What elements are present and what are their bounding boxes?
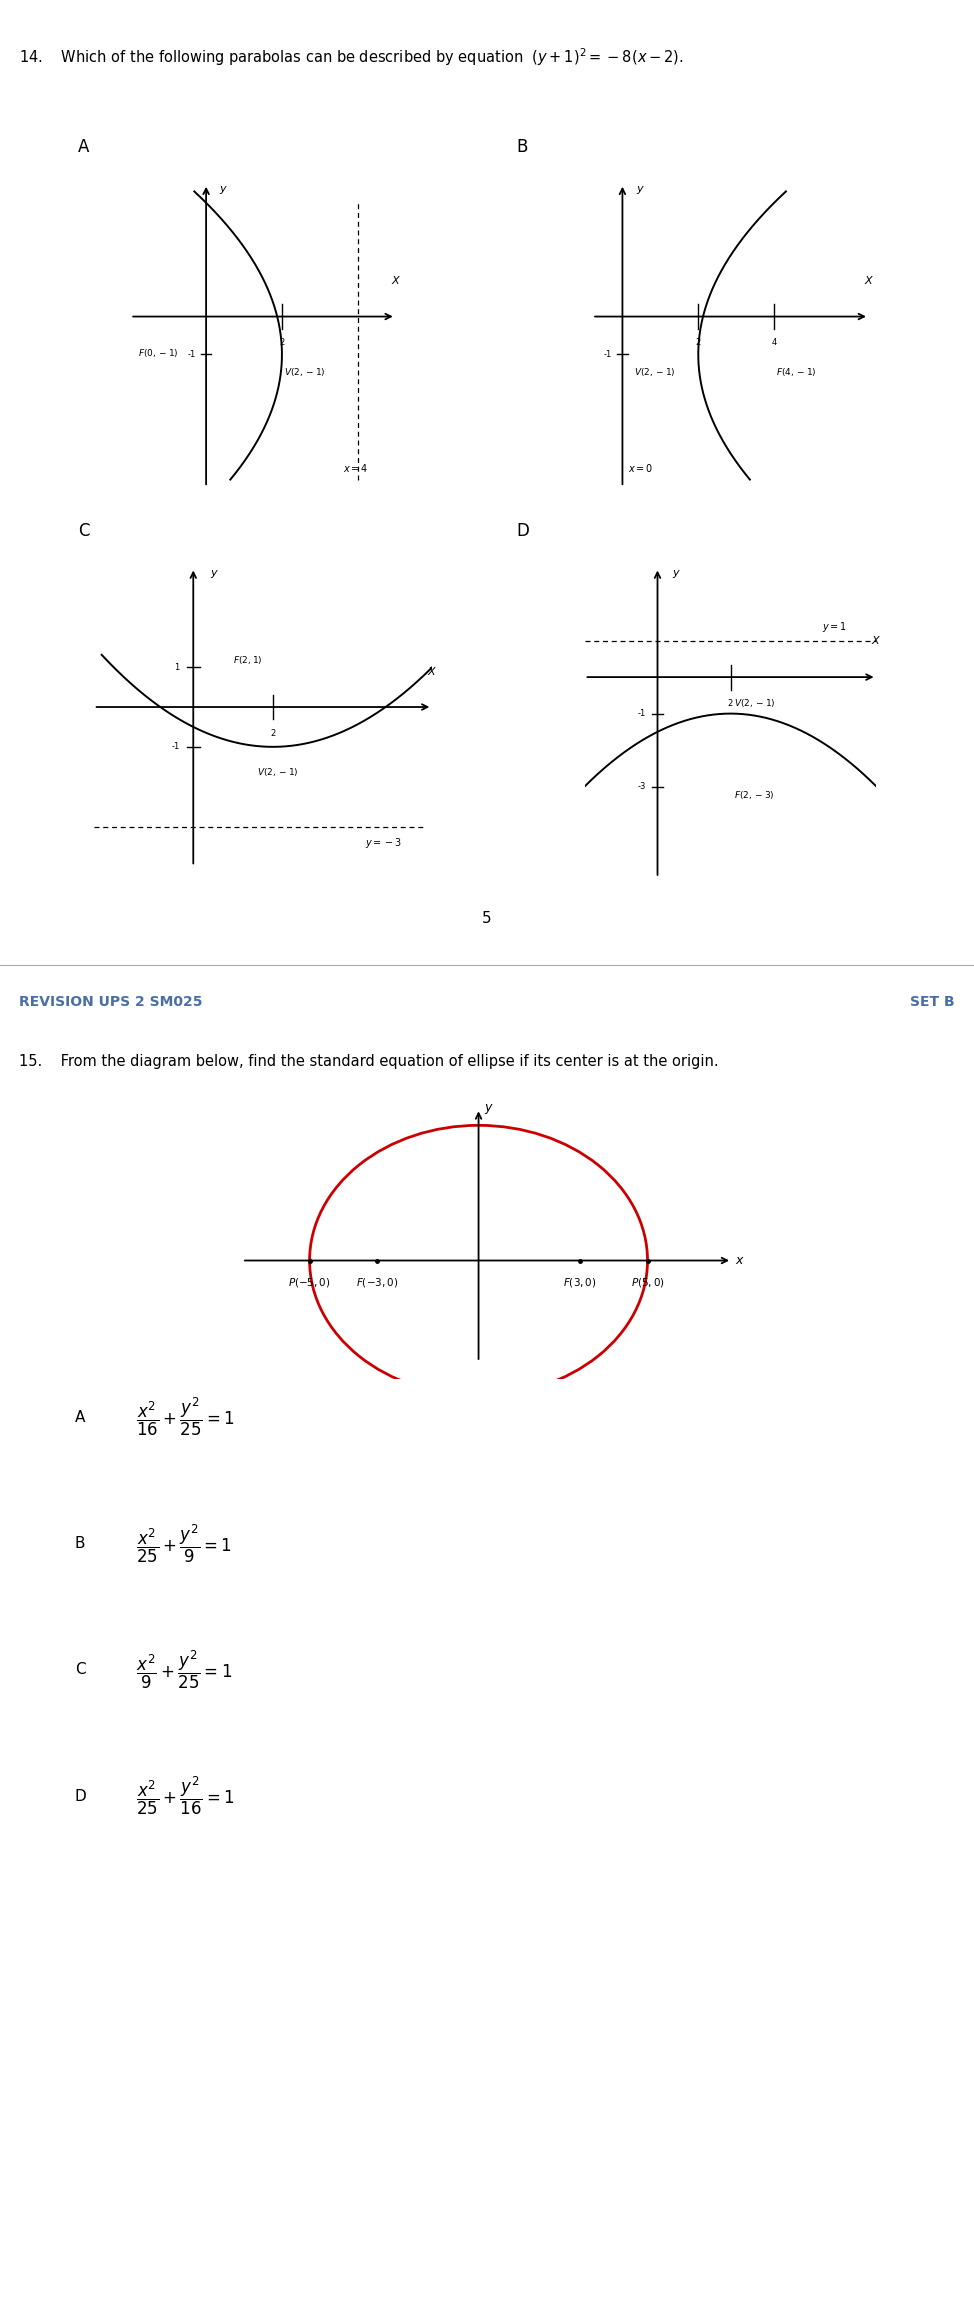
Text: $x=4$: $x=4$ (343, 462, 368, 473)
Text: 14.    Which of the following parabolas can be described by equation  $(y+1)^2 =: 14. Which of the following parabolas can… (19, 46, 684, 69)
Text: D: D (516, 522, 529, 540)
Text: -3: -3 (637, 781, 646, 791)
Text: $\it{X}$: $\it{X}$ (428, 664, 437, 678)
Text: A: A (78, 138, 90, 156)
Text: $F(-3,0)$: $F(-3,0)$ (356, 1275, 398, 1289)
Text: B: B (516, 138, 528, 156)
Text: $y$: $y$ (219, 184, 228, 195)
Text: D: D (75, 1788, 87, 1804)
Text: $x$: $x$ (735, 1255, 745, 1266)
Text: A: A (75, 1409, 86, 1425)
Text: $\dfrac{x^2}{9} + \dfrac{y^2}{25} = 1$: $\dfrac{x^2}{9} + \dfrac{y^2}{25} = 1$ (136, 1648, 233, 1691)
Text: $F(3,0)$: $F(3,0)$ (563, 1275, 597, 1289)
Text: B: B (75, 1535, 86, 1551)
Text: $F(4,-1)$: $F(4,-1)$ (776, 365, 816, 379)
Text: $y$: $y$ (210, 568, 219, 579)
Text: -1: -1 (638, 710, 646, 717)
Text: -1: -1 (171, 742, 180, 751)
Text: $\it{X}$: $\it{X}$ (872, 634, 881, 646)
Text: -1: -1 (603, 349, 612, 358)
Text: 2: 2 (728, 699, 733, 708)
Text: $F(2,-3)$: $F(2,-3)$ (734, 788, 774, 800)
Text: 2: 2 (280, 338, 284, 347)
Text: SET B: SET B (910, 995, 955, 1009)
Text: -1: -1 (187, 349, 196, 358)
Text: $P(-5,0)$: $P(-5,0)$ (288, 1275, 331, 1289)
Text: REVISION UPS 2 SM025: REVISION UPS 2 SM025 (19, 995, 203, 1009)
Text: 2: 2 (695, 338, 701, 347)
Text: $\it{X}$: $\it{X}$ (864, 273, 874, 287)
Text: $V(2,-1)$: $V(2,-1)$ (634, 365, 675, 379)
Text: 5: 5 (482, 910, 492, 926)
Text: $y=-3$: $y=-3$ (364, 836, 402, 850)
Text: $\it{X}$: $\it{X}$ (391, 273, 401, 287)
Text: C: C (78, 522, 90, 540)
Text: 4: 4 (771, 338, 776, 347)
Text: $V(2,-1)$: $V(2,-1)$ (734, 696, 775, 710)
Text: $\dfrac{x^2}{16} + \dfrac{y^2}{25} = 1$: $\dfrac{x^2}{16} + \dfrac{y^2}{25} = 1$ (136, 1395, 235, 1439)
Text: $V(2,-1)$: $V(2,-1)$ (283, 365, 325, 379)
Text: 15.    From the diagram below, find the standard equation of ellipse if its cent: 15. From the diagram below, find the sta… (19, 1055, 719, 1069)
Text: $x=0$: $x=0$ (628, 462, 654, 473)
Text: $F(0,-1)$: $F(0,-1)$ (138, 347, 178, 358)
Text: C: C (75, 1661, 86, 1678)
Text: $y=1$: $y=1$ (822, 620, 847, 634)
Text: $P(5,0)$: $P(5,0)$ (630, 1275, 664, 1289)
Text: $y$: $y$ (672, 568, 681, 579)
Text: 2: 2 (271, 728, 276, 738)
Text: $\dfrac{x^2}{25} + \dfrac{y^2}{9} = 1$: $\dfrac{x^2}{25} + \dfrac{y^2}{9} = 1$ (136, 1521, 232, 1565)
Text: $V(2,-1)$: $V(2,-1)$ (257, 765, 298, 777)
Text: $y$: $y$ (636, 184, 645, 195)
Text: $F(2,1)$: $F(2,1)$ (233, 655, 263, 666)
Text: $y$: $y$ (484, 1101, 494, 1117)
Text: 1: 1 (174, 662, 180, 671)
Text: $\dfrac{x^2}{25} + \dfrac{y^2}{16} = 1$: $\dfrac{x^2}{25} + \dfrac{y^2}{16} = 1$ (136, 1774, 235, 1818)
